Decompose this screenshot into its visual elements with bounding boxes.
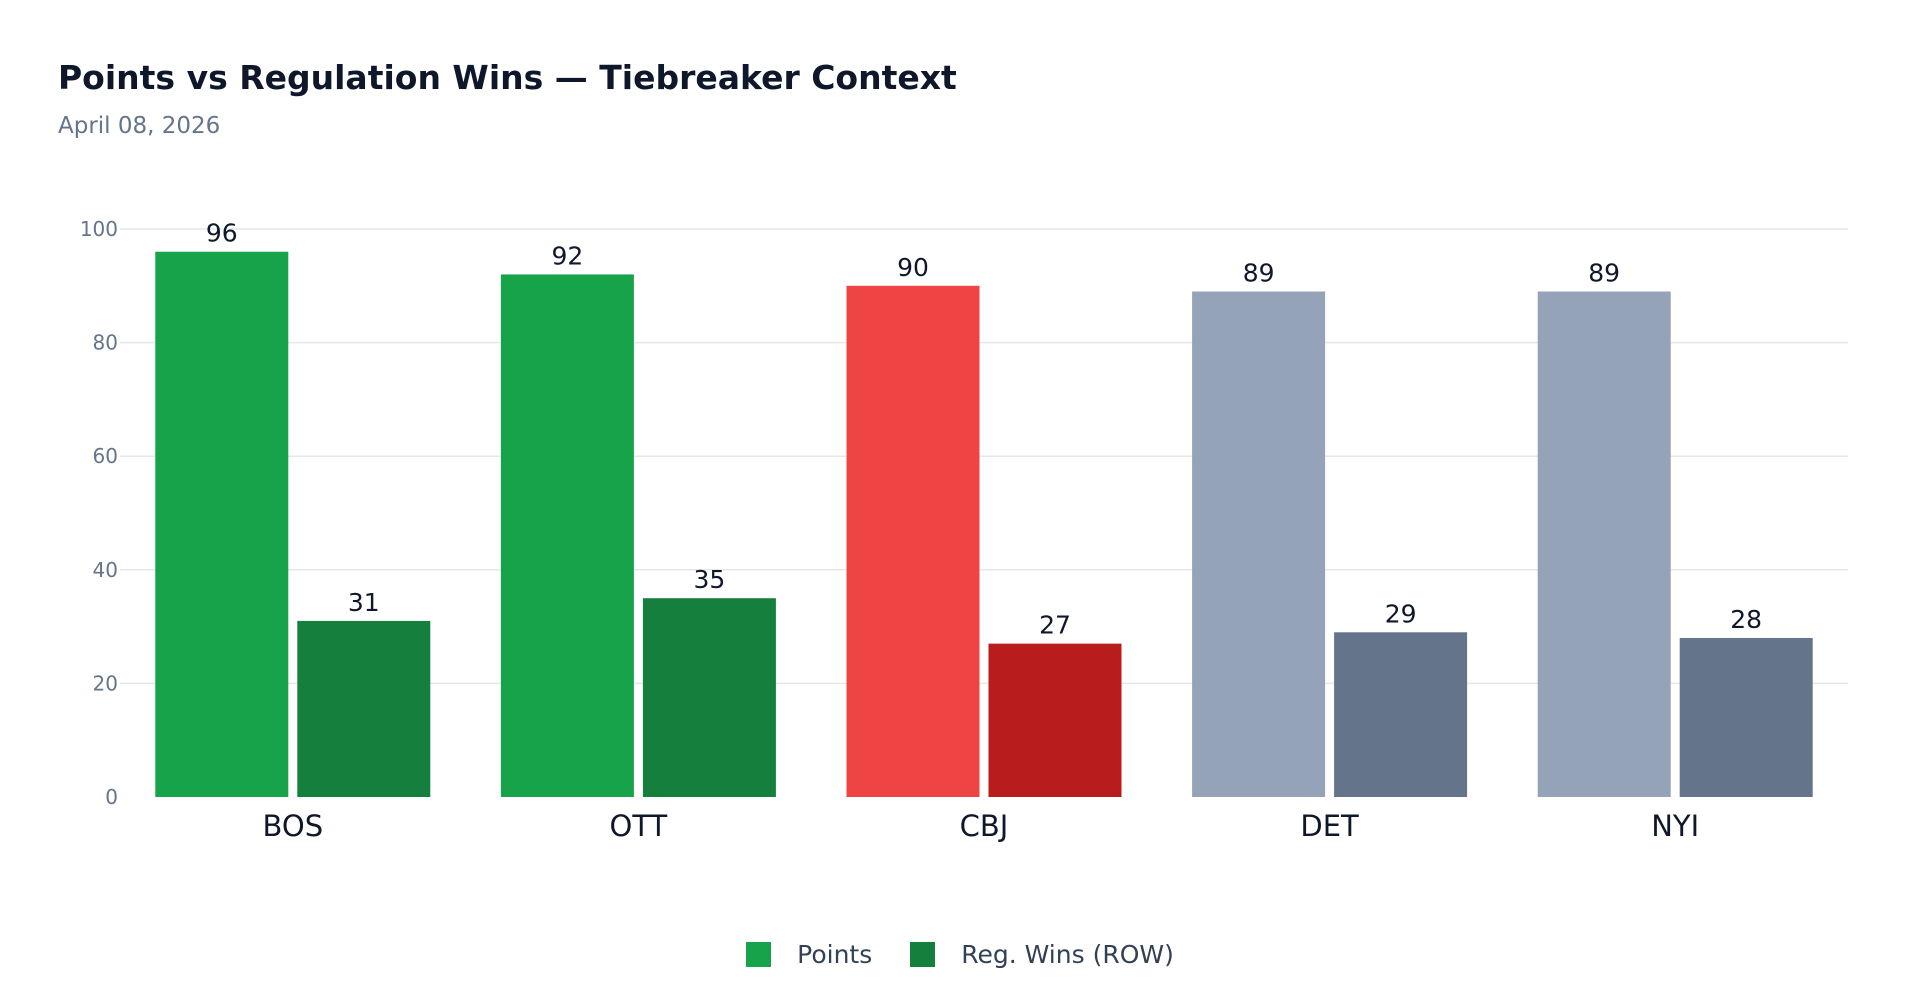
y-tick-label: 20 — [93, 671, 118, 695]
value-labels: 96 31 92 35 90 27 89 29 89 28 — [206, 219, 1762, 640]
chart-title: Points vs Regulation Wins — Tiebreaker C… — [58, 58, 957, 97]
category-label-ott: OTT — [610, 809, 668, 843]
value-label: 28 — [1730, 605, 1762, 634]
category-label-nyi: NYI — [1651, 809, 1699, 843]
value-label: 96 — [206, 219, 238, 248]
x-axis-categories: BOS OTT CBJ DET NYI — [262, 809, 1699, 843]
value-label: 92 — [551, 241, 583, 270]
bar-cbj-points[interactable] — [846, 285, 980, 797]
y-axis-ticks: 0 20 40 60 80 100 — [80, 217, 118, 809]
legend-swatch-reg-wins — [910, 942, 936, 967]
value-label: 35 — [693, 565, 725, 594]
bar-bos-reg-wins[interactable] — [297, 620, 431, 797]
value-label: 29 — [1385, 599, 1417, 628]
value-label: 27 — [1039, 611, 1071, 640]
value-label: 89 — [1243, 258, 1275, 287]
y-tick-label: 40 — [93, 558, 118, 582]
bar-chart: 0 20 40 60 80 100 96 31 92 35 90 27 89 29 89 28 BOS OTT… — [80, 217, 1848, 843]
y-tick-label: 0 — [105, 785, 118, 809]
bar-nyi-reg-wins[interactable] — [1679, 637, 1813, 797]
category-label-bos: BOS — [262, 809, 323, 843]
bar-ott-reg-wins[interactable] — [642, 598, 776, 797]
chart-subtitle: April 08, 2026 — [58, 113, 221, 139]
bar-nyi-points[interactable] — [1537, 291, 1671, 797]
legend-item-points[interactable]: Points — [746, 940, 872, 969]
bars — [155, 251, 1813, 798]
bar-cbj-reg-wins[interactable] — [988, 643, 1122, 797]
bar-bos-points[interactable] — [155, 251, 289, 798]
legend-item-reg-wins[interactable]: Reg. Wins (ROW) — [910, 940, 1174, 969]
value-label: 89 — [1588, 258, 1620, 287]
value-label: 90 — [897, 253, 929, 282]
legend: Points Reg. Wins (ROW) — [0, 940, 1920, 969]
bar-det-points[interactable] — [1192, 291, 1326, 797]
legend-label-reg-wins: Reg. Wins (ROW) — [961, 940, 1174, 969]
bar-det-reg-wins[interactable] — [1334, 632, 1468, 797]
y-tick-label: 100 — [80, 217, 118, 241]
legend-label-points: Points — [797, 940, 873, 969]
legend-swatch-points — [746, 942, 772, 967]
y-tick-label: 60 — [93, 444, 118, 468]
bar-ott-points[interactable] — [500, 274, 634, 797]
y-tick-label: 80 — [93, 331, 118, 355]
value-label: 31 — [348, 588, 380, 617]
category-label-det: DET — [1300, 809, 1359, 843]
category-label-cbj: CBJ — [960, 809, 1009, 843]
